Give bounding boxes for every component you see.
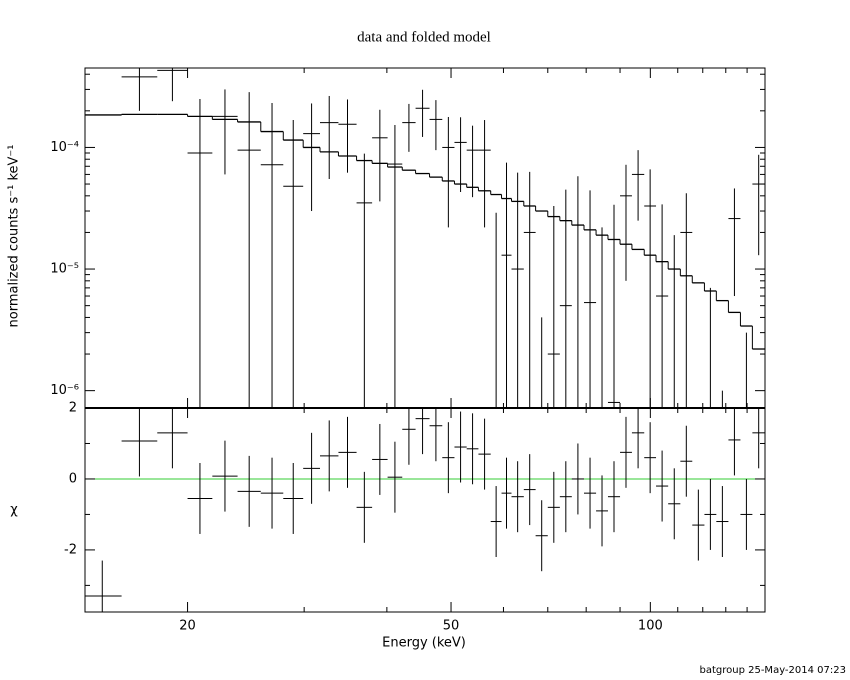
x-tick-label: 50 <box>443 619 460 634</box>
y-axis-label: normalized counts s⁻¹ keV⁻¹ <box>7 145 22 328</box>
x-tick-label: 20 <box>179 619 196 634</box>
chi-tick-label: 2 <box>69 401 77 416</box>
bottom-plot <box>85 408 765 612</box>
y-tick-label: 10⁻⁵ <box>50 262 79 277</box>
y-tick-label: 10⁻⁴ <box>50 140 79 155</box>
footer: batgroup 25-May-2014 07:23 <box>699 665 846 676</box>
axes: 20 50 100 10⁻⁶ 10⁻⁵ 10⁻⁴ -2 0 2 <box>50 67 766 634</box>
x-axis-label: Energy (keV) <box>382 636 466 651</box>
y-tick-label: 10⁻⁶ <box>50 383 79 398</box>
chi-tick-label: -2 <box>64 542 77 557</box>
x-tick-label: 100 <box>638 619 663 634</box>
chart-title: data and folded model <box>357 29 491 45</box>
chi-tick-label: 0 <box>69 471 77 486</box>
chi-axis-label: χ <box>10 503 18 518</box>
top-plot <box>85 68 765 408</box>
